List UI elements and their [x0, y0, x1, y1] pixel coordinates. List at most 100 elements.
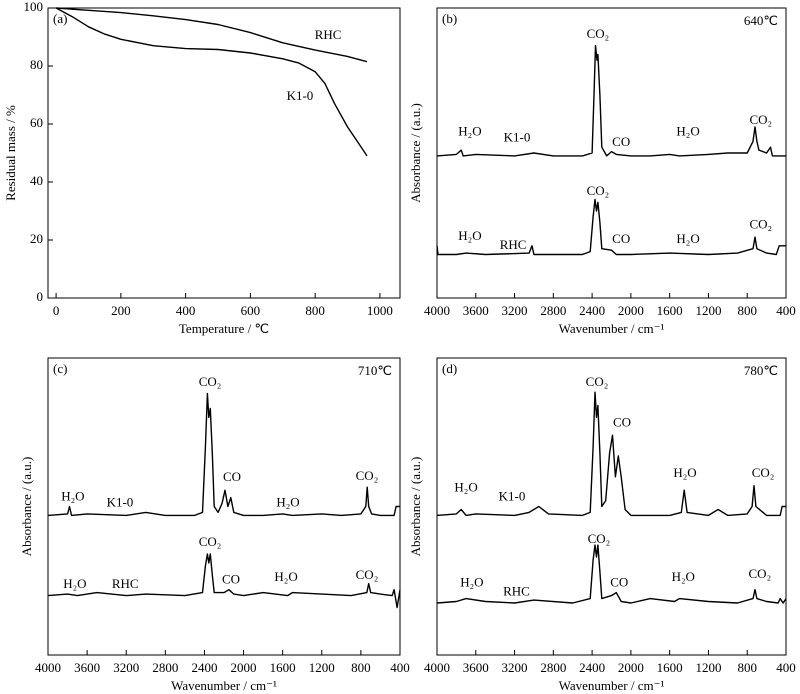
x-tick-label: 2400	[579, 303, 605, 318]
plot-frame	[47, 7, 401, 299]
x-tick-label: 2800	[152, 660, 178, 675]
x-tick-label: 200	[111, 303, 131, 318]
x-tick-label: 3600	[463, 660, 489, 675]
annotation: CO₂	[356, 567, 379, 582]
series-label: K1-0	[504, 129, 531, 144]
x-tick-label: 3200	[502, 303, 528, 318]
annotation: CO₂	[749, 112, 772, 127]
panel-label: (c)	[53, 361, 67, 376]
annotation: H₂O	[672, 569, 695, 584]
x-axis-title: Temperature / ℃	[179, 321, 269, 336]
series-line	[436, 544, 787, 604]
temperature-label: 710℃	[358, 363, 392, 378]
annotation: CO₂	[587, 26, 610, 41]
x-tick-label: 1200	[309, 660, 335, 675]
x-tick-label: 400	[776, 660, 796, 675]
x-tick-label: 1200	[695, 660, 721, 675]
annotation: H₂O	[676, 231, 699, 246]
x-tick-label: 1600	[657, 660, 683, 675]
series-line	[55, 7, 368, 157]
x-tick-label: 400	[176, 303, 196, 318]
annotation: H₂O	[458, 228, 481, 243]
series-label: RHC	[500, 237, 527, 252]
x-tick-label: 1200	[695, 303, 721, 318]
annotation: H₂O	[676, 124, 699, 139]
annotation: H₂O	[673, 465, 696, 480]
series-line	[56, 7, 368, 63]
x-tick-label: 400	[390, 660, 410, 675]
x-tick-label: 800	[737, 303, 757, 318]
y-axis-title: Residual mass / %	[3, 105, 18, 201]
series-label: RHC	[112, 576, 139, 591]
y-tick-label: 40	[30, 173, 43, 188]
annotation: H₂O	[61, 489, 84, 504]
x-tick-label: 2000	[231, 660, 257, 675]
y-axis-title: Absorbance / (a.u.)	[408, 103, 423, 203]
x-tick-label: 4000	[424, 660, 450, 675]
x-tick-label: 400	[776, 303, 796, 318]
annotation: CO₂	[586, 374, 609, 389]
series-line	[47, 392, 400, 517]
y-tick-label: 60	[30, 115, 43, 130]
annotation: CO₂	[749, 566, 772, 581]
annotation: CO₂	[749, 216, 772, 231]
annotation: CO	[222, 572, 240, 587]
x-tick-label: 2800	[540, 303, 566, 318]
plot-frame	[47, 357, 401, 656]
x-tick-label: 2800	[540, 660, 566, 675]
x-tick-label: 600	[241, 303, 261, 318]
annotation: H₂O	[458, 124, 481, 139]
series-label: K1-0	[107, 495, 134, 510]
annotation: H₂O	[63, 576, 86, 591]
annotation: CO	[610, 575, 628, 590]
x-tick-label: 2400	[191, 660, 217, 675]
x-tick-label: 1600	[270, 660, 296, 675]
series-label: K1-0	[287, 88, 314, 103]
panel-label: (b)	[442, 11, 457, 26]
temperature-label: 780℃	[744, 363, 778, 378]
series-label: K1-0	[499, 489, 526, 504]
series-line	[436, 198, 786, 256]
x-axis-title: Wavenumber / cm⁻¹	[559, 678, 665, 693]
x-tick-label: 800	[737, 660, 757, 675]
annotation: CO₂	[199, 534, 222, 549]
x-tick-label: 1600	[657, 303, 683, 318]
x-tick-label: 3600	[74, 660, 100, 675]
plot-frame	[436, 7, 787, 299]
x-tick-label: 3200	[502, 660, 528, 675]
x-tick-label: 2000	[618, 660, 644, 675]
y-tick-label: 0	[37, 289, 44, 304]
panel-label: (a)	[53, 11, 67, 26]
x-axis-title: Wavenumber / cm⁻¹	[559, 321, 665, 336]
annotation: CO₂	[752, 465, 775, 480]
x-tick-label: 3600	[463, 303, 489, 318]
annotation: H₂O	[460, 575, 483, 590]
series-line	[436, 45, 786, 157]
annotation: CO	[613, 414, 631, 429]
annotation: CO₂	[588, 531, 611, 546]
x-tick-label: 1000	[367, 303, 393, 318]
annotation: CO₂	[199, 374, 222, 389]
x-tick-label: 2400	[579, 660, 605, 675]
x-tick-label: 4000	[35, 660, 61, 675]
annotation: H₂O	[274, 569, 297, 584]
plot-frame	[436, 357, 787, 656]
series-label: RHC	[315, 27, 342, 42]
y-tick-label: 80	[30, 57, 43, 72]
annotation: H₂O	[454, 480, 477, 495]
x-tick-label: 800	[351, 660, 371, 675]
y-tick-label: 100	[24, 0, 44, 14]
x-tick-label: 800	[305, 303, 325, 318]
annotation: CO	[612, 231, 630, 246]
annotation: CO₂	[356, 468, 379, 483]
annotation: H₂O	[276, 495, 299, 510]
panel-label: (d)	[442, 361, 457, 376]
temperature-label: 640℃	[744, 13, 778, 28]
annotation: CO₂	[587, 183, 610, 198]
y-axis-title: Absorbance / (a.u.)	[19, 457, 34, 557]
annotation: CO	[612, 134, 630, 149]
x-tick-label: 4000	[424, 303, 450, 318]
annotation: CO	[223, 469, 241, 484]
y-tick-label: 20	[30, 231, 43, 246]
